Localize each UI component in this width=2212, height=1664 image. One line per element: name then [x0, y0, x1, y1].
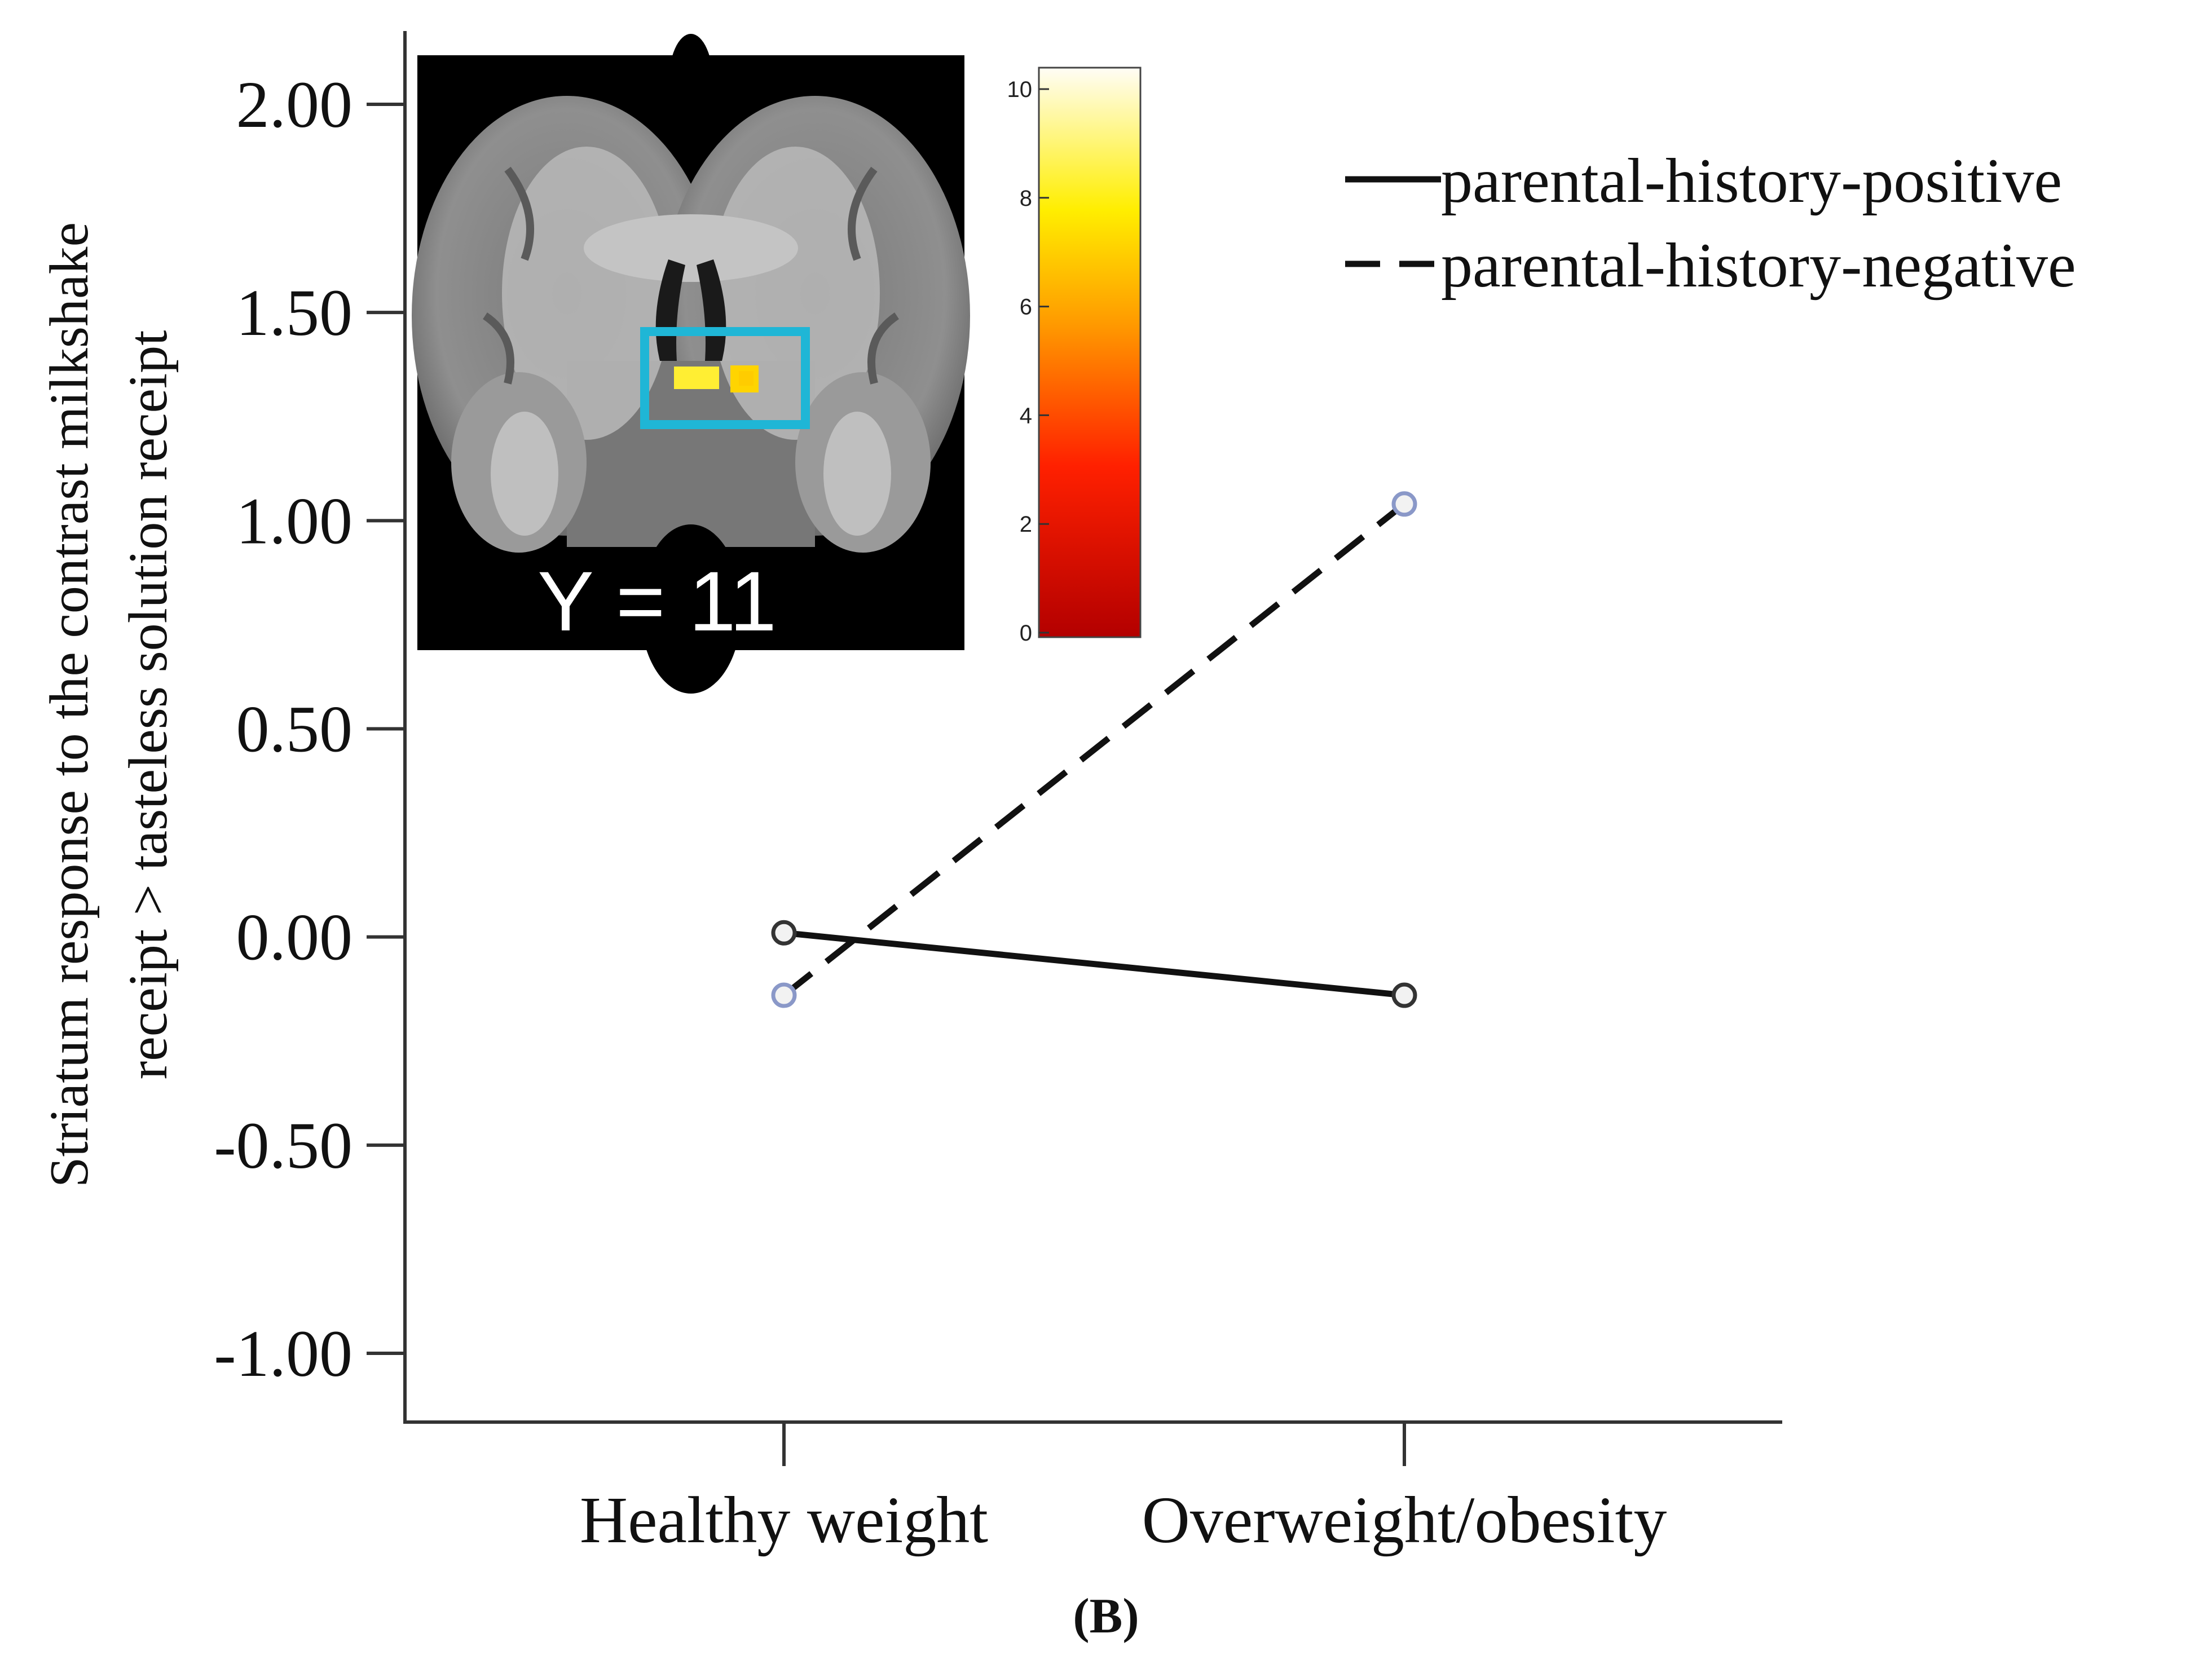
- data-point-positive: [771, 920, 797, 946]
- y-tick-label: 1.00: [236, 484, 353, 558]
- brain-inset: Y = 11: [412, 34, 970, 694]
- colorbar-tick-label: 8: [1020, 186, 1032, 211]
- x-tick-label-overweight: Overweight/obesity: [1142, 1483, 1667, 1557]
- figure-caption: (B): [1073, 1589, 1139, 1644]
- data-point-positive: [1391, 982, 1417, 1008]
- y-axis-label-line-2: receipt > tasteless solution receipt: [118, 330, 179, 1080]
- colorbar-ticks: 10 8 6 4 2 0: [1007, 77, 1049, 646]
- data-point-negative: [771, 982, 797, 1008]
- activation-blob: [674, 367, 719, 389]
- series-group: [771, 491, 1417, 1008]
- colorbar-tick-label: 4: [1020, 403, 1032, 428]
- y-tick-label: 0.00: [236, 901, 353, 974]
- colorbar-gradient: [1038, 67, 1142, 638]
- colorbar-tick-label: 0: [1020, 621, 1032, 646]
- data-point-negative: [1391, 491, 1417, 517]
- legend-label-positive: parental-history-positive: [1441, 146, 2062, 216]
- y-ticks: 2.00 1.50 1.00 0.50 0.00 -0.50 -1.00: [214, 68, 405, 1391]
- y-tick-label: 1.50: [236, 276, 353, 350]
- x-ticks: Healthy weight Overweight/obesity: [580, 1422, 1667, 1557]
- y-tick-label: -1.00: [214, 1317, 352, 1391]
- colorbar-tick-label: 2: [1020, 512, 1032, 537]
- colorbar-tick-label: 10: [1007, 77, 1033, 102]
- y-tick-label: -0.50: [214, 1109, 352, 1182]
- y-tick-label: 0.50: [236, 692, 353, 766]
- legend: parental-history-positive parental-histo…: [1345, 146, 2076, 301]
- y-tick-label: 2.00: [236, 68, 353, 142]
- colorbar: 10 8 6 4 2 0: [1007, 67, 1142, 646]
- series-line-positive: [783, 929, 1405, 999]
- legend-label-negative: parental-history-negative: [1441, 231, 2076, 301]
- y-axis-title: Striatum response to the contrast milksh…: [39, 222, 179, 1188]
- roi-highlight-box: [640, 327, 810, 429]
- series-line-negative: [782, 501, 1407, 998]
- y-axis-label-line-1: Striatum response to the contrast milksh…: [39, 222, 100, 1188]
- x-tick-label-healthy: Healthy weight: [580, 1483, 988, 1557]
- slice-coordinate-label: Y = 11: [537, 554, 777, 648]
- colorbar-tick-label: 6: [1020, 295, 1032, 320]
